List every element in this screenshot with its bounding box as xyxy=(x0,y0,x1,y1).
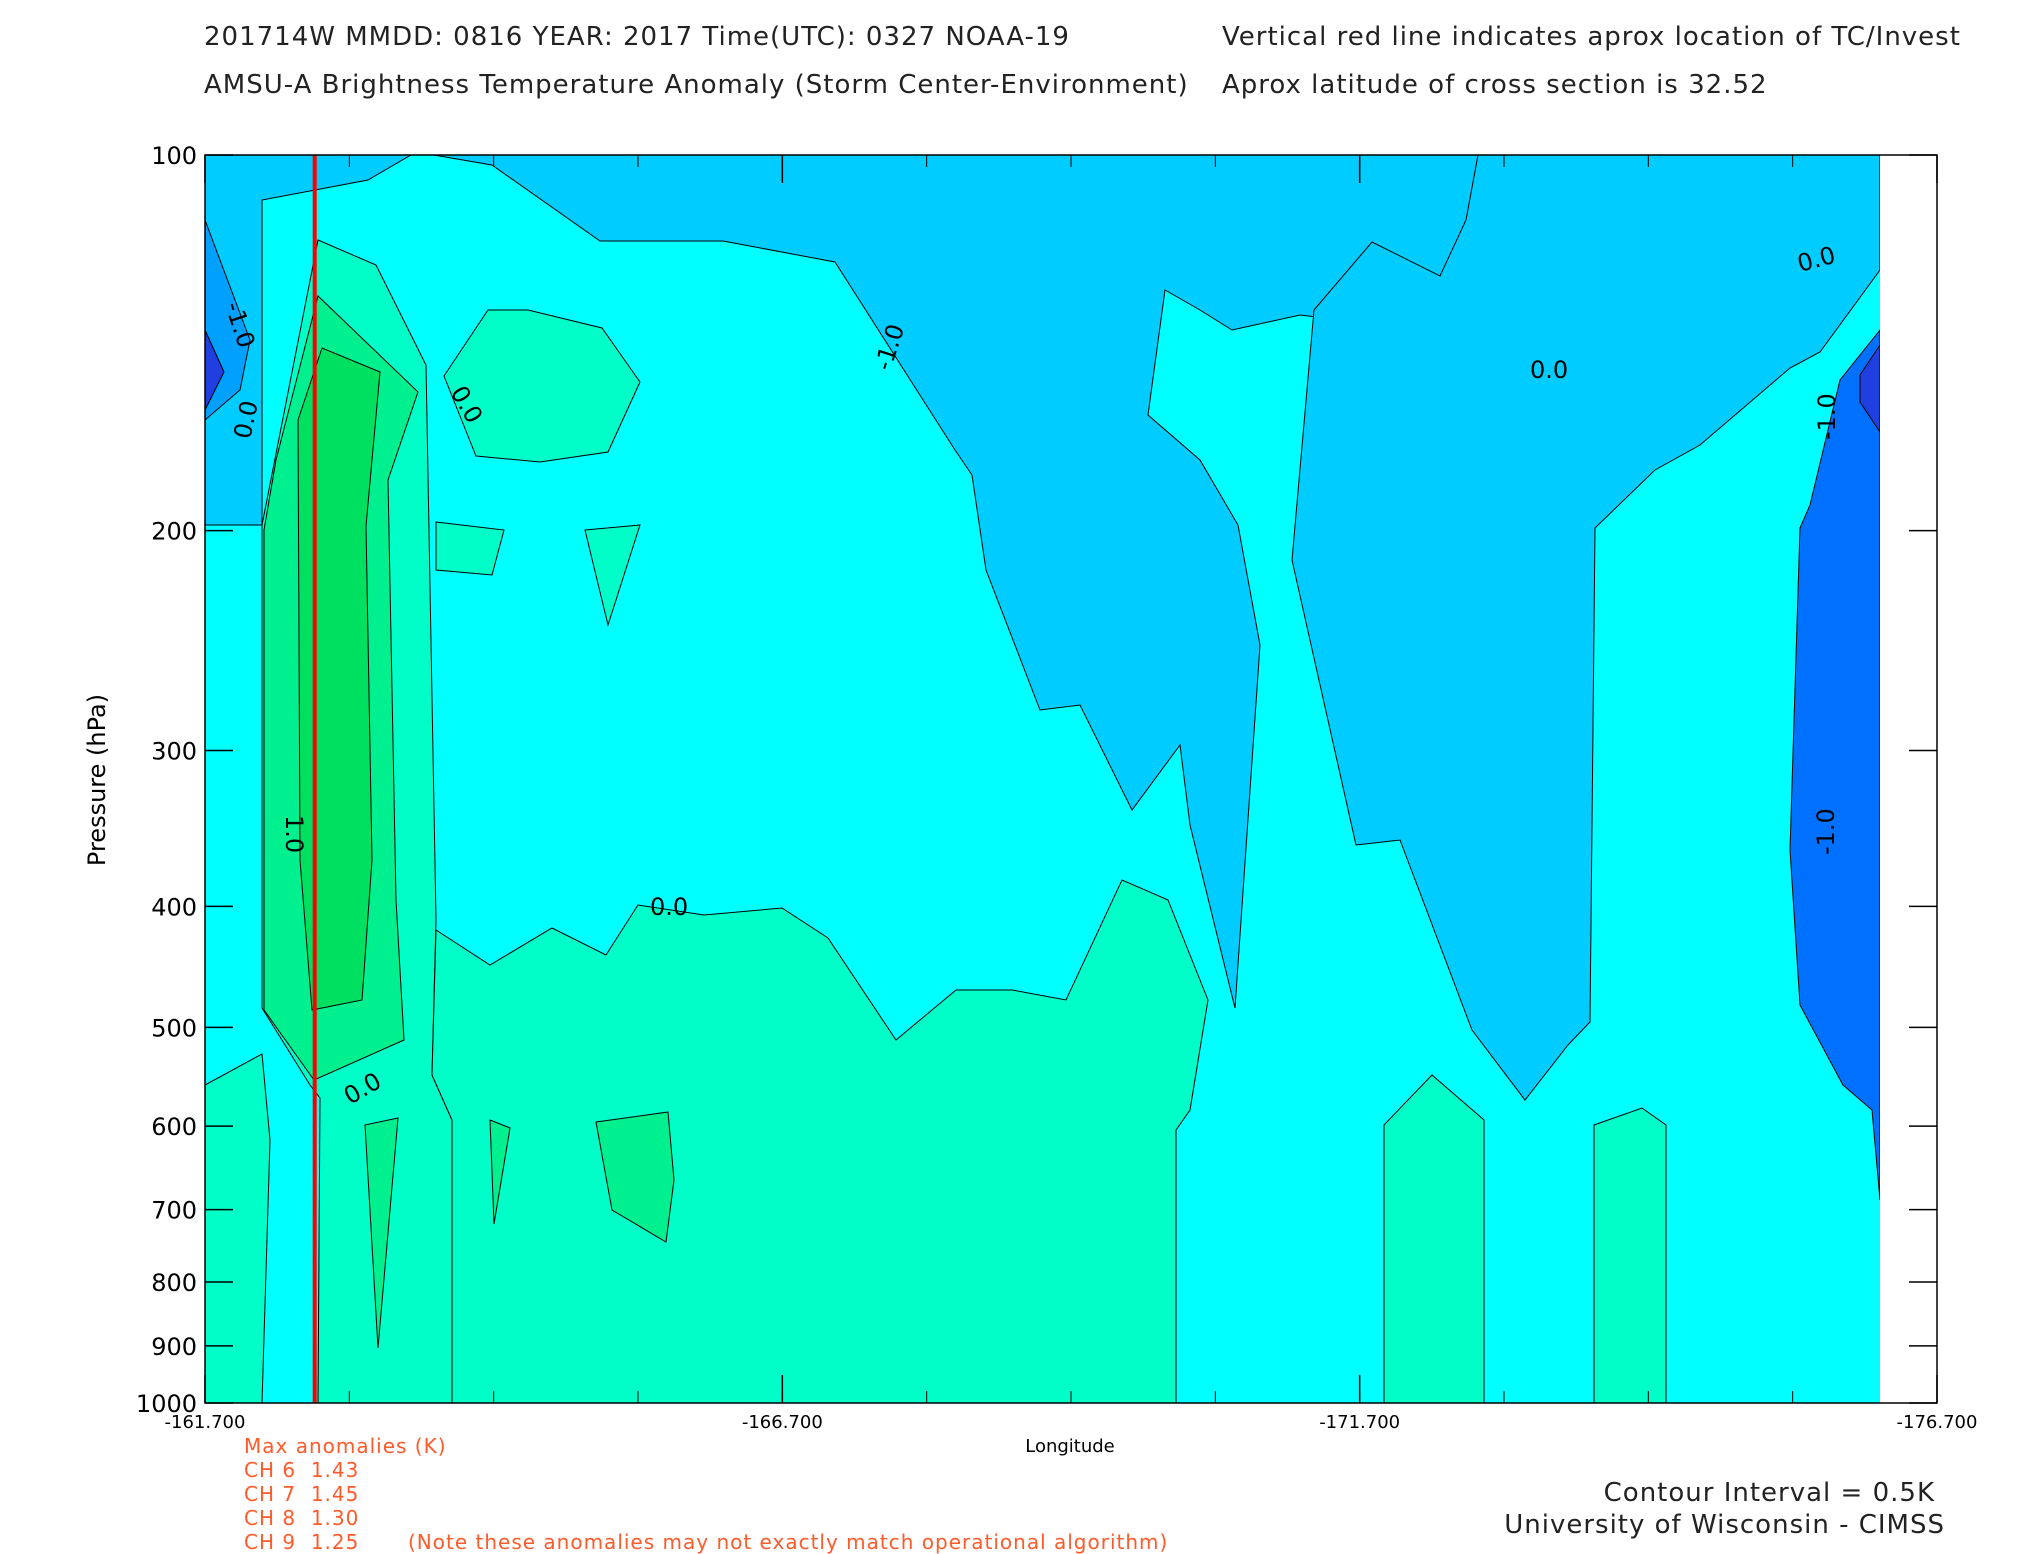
x-tick-label: -166.700 xyxy=(742,1412,823,1433)
header-title-line1: 201714W MMDD: 0816 YEAR: 2017 Time(UTC):… xyxy=(204,22,1070,52)
contour-band-right-blue xyxy=(1789,329,1880,1201)
contour-band-lower-green xyxy=(205,1053,271,1403)
y-tick-label: 900 xyxy=(151,1333,197,1361)
contour-label: -1.0 xyxy=(1813,393,1841,440)
contour-band-lower-green-main xyxy=(431,879,1209,1403)
y-tick-label: 300 xyxy=(151,737,197,765)
contour-band-right-lightblue xyxy=(1291,155,1880,1101)
max-anomaly-row: CH 8 1.30 xyxy=(244,1506,360,1530)
contour-interval-label: Contour Interval = 0.5K xyxy=(1603,1478,1935,1508)
y-axis-title: Pressure (hPa) xyxy=(83,694,111,866)
y-tick-label: 600 xyxy=(151,1113,197,1141)
y-tick-label: 800 xyxy=(151,1269,197,1297)
contour-blob-lower-2 xyxy=(489,1119,511,1225)
contour-band-left-darkblue xyxy=(205,329,225,411)
header-latitude-note: Aprox latitude of cross section is 32.52 xyxy=(1222,70,1768,100)
max-anomaly-row: CH 9 1.25 xyxy=(244,1530,360,1554)
contour-label: -1.0 xyxy=(1812,808,1840,855)
contour-label: 0.0 xyxy=(1530,356,1568,384)
contour-label: 0.0 xyxy=(650,893,688,921)
x-axis-title: Longitude xyxy=(1025,1436,1115,1457)
anomalies-disclaimer: (Note these anomalies may not exactly ma… xyxy=(408,1530,1169,1554)
contour-label: 1.0 xyxy=(280,815,308,853)
y-tick-label: 500 xyxy=(151,1014,197,1042)
contour-band-lower-green-right2 xyxy=(1593,1107,1667,1403)
x-tick-label: -171.700 xyxy=(1319,1412,1400,1433)
max-anomaly-row: CH 7 1.45 xyxy=(244,1482,360,1506)
x-axis: -161.700 -166.700 -171.700 -176.700 xyxy=(165,155,1978,1433)
contour-band-storm-max xyxy=(297,347,381,1011)
y-tick-label: 100 xyxy=(151,142,197,170)
max-anomaly-row: CH 6 1.43 xyxy=(244,1458,360,1482)
y-tick-label: 1000 xyxy=(136,1390,197,1418)
contour-blob-small-3 xyxy=(584,524,641,627)
max-anomalies-title: Max anomalies (K) xyxy=(244,1434,447,1458)
y-tick-label: 400 xyxy=(151,893,197,921)
contour-blob-lower-3 xyxy=(595,1111,675,1243)
x-tick-label: -161.700 xyxy=(165,1412,246,1433)
y-axis: 100 200 300 400 500 600 700 800 900 1000 xyxy=(136,142,1937,1418)
y-tick-label: 200 xyxy=(151,518,197,546)
credit-label: University of Wisconsin - CIMSS xyxy=(1504,1510,1945,1540)
contour-fill-layer xyxy=(205,155,1880,1403)
contour-band-lower-green-right1 xyxy=(1383,1074,1485,1403)
contour-blob-lower-1 xyxy=(364,1117,399,1349)
contour-blob-small-2 xyxy=(435,521,505,576)
x-tick-label: -176.700 xyxy=(1897,1412,1978,1433)
contour-blob-small-1 xyxy=(443,309,641,463)
plot-right-margin xyxy=(1880,155,1937,1403)
header-storm-line-note: Vertical red line indicates aprox locati… xyxy=(1222,22,1961,52)
header-title-line2: AMSU-A Brightness Temperature Anomaly (S… xyxy=(204,70,1189,100)
contour-band-right-darkblue xyxy=(1859,344,1880,433)
y-tick-label: 700 xyxy=(151,1197,197,1225)
